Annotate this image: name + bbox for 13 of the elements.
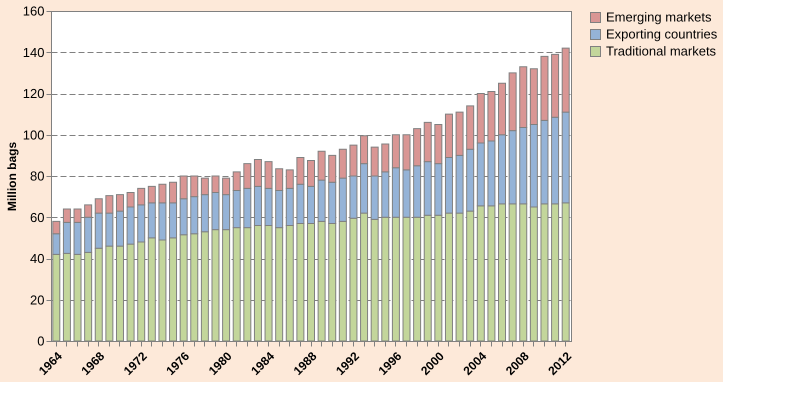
y-tick-label: 100 — [22, 127, 44, 142]
legend-label: Traditional markets — [606, 44, 717, 58]
y-tick-label: 40 — [30, 251, 44, 266]
y-tick-label: 140 — [22, 44, 44, 60]
legend-label: Emerging markets — [606, 10, 712, 24]
y-tick-label: 20 — [30, 292, 44, 308]
y-tick-label: 80 — [30, 168, 44, 184]
y-axis-title: Million bags — [4, 142, 19, 212]
legend-label: Exporting countries — [606, 26, 718, 42]
y-tick-label: 120 — [22, 86, 44, 101]
y-tick-label: 60 — [30, 210, 44, 225]
y-tick-label: 160 — [22, 4, 44, 18]
y-tick-label: 0 — [37, 334, 44, 348]
